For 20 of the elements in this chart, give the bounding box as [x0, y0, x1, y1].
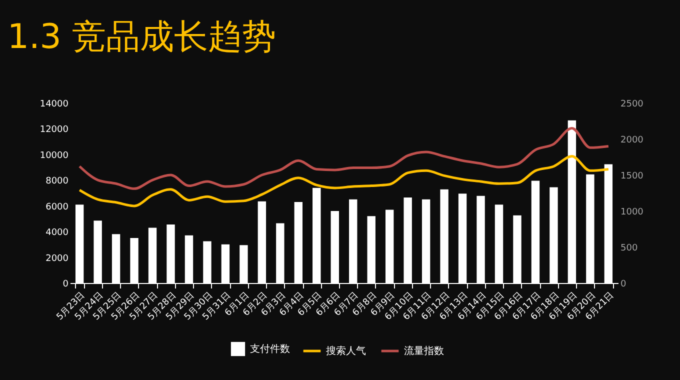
chart-title: 1.3 竞品成长趋势 [7, 17, 276, 57]
y2-tick-label: 0 [620, 280, 626, 290]
y-tick-label: 12000 [40, 125, 69, 136]
y-tick-label: 2000 [46, 254, 69, 264]
y-tick-label: 8000 [46, 176, 69, 187]
legend-label: 流量指数 [404, 345, 444, 357]
y2-tick-label: 1000 [620, 208, 644, 218]
legend-label: 支付件数 [250, 343, 290, 355]
y-tick-label: 4000 [46, 228, 69, 238]
y-tick-label: 0 [62, 280, 69, 290]
y2-tick-label: 2000 [620, 136, 644, 146]
y2-tick-label: 2500 [620, 100, 644, 110]
y-tick-label: 10000 [40, 150, 69, 161]
legend-label: 搜索人气 [326, 345, 366, 357]
line-series [78, 155, 610, 208]
y-tick-label: 6000 [46, 202, 69, 212]
y2-tick-label: 1500 [620, 172, 644, 182]
y2-tick-label: 500 [620, 244, 638, 254]
line-series [78, 126, 610, 190]
y-tick-label: 14000 [40, 100, 69, 110]
